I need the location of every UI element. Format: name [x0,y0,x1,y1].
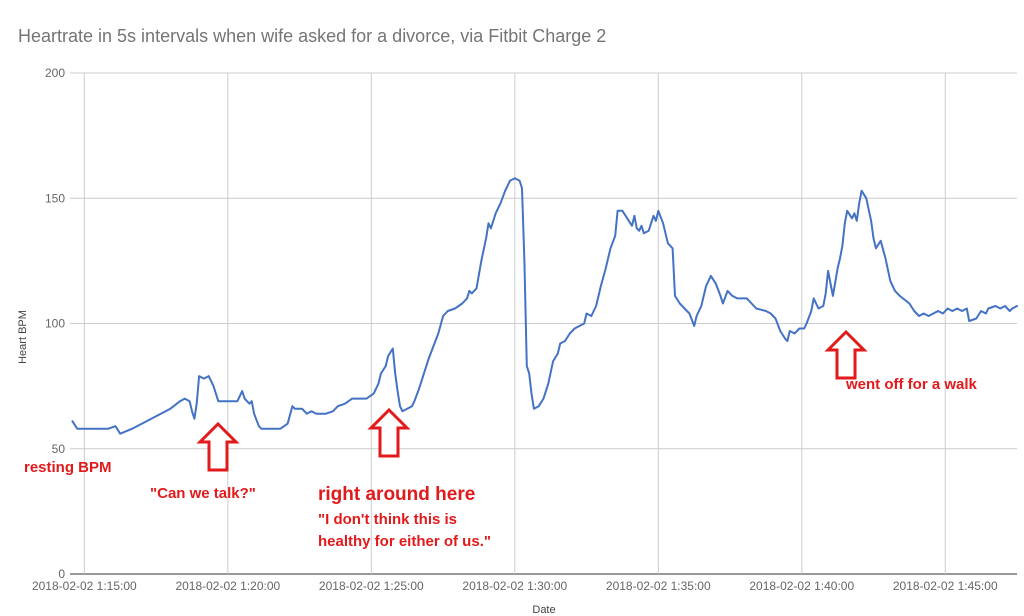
x-axis-label: Date [532,604,555,616]
annotations: resting BPM "Can we talk?" right around he… [24,376,978,550]
x-tick-label: 2018-02-02 1:35:00 [606,579,711,593]
axis-ticks: 0 50 100 150 200 2018-02-02 1:15:00 2018-02-02… [32,66,998,593]
annotation-text: went off for a walk [845,376,978,393]
x-tick-label: 2018-02-02 1:30:00 [462,579,567,593]
annotation-arrow [196,421,240,472]
y-tick-label: 100 [45,317,65,331]
x-tick-label: 2018-02-02 1:25:00 [319,579,424,593]
annotation-text: healthy for either of us." [318,533,491,550]
annotation-text: "I don't think this is [318,511,457,528]
y-axis-label: Heart BPM [17,310,29,364]
y-tick-label: 50 [52,442,66,456]
chart-title: Heartrate in 5s intervals when wife aske… [18,26,606,46]
x-tick-label: 2018-02-02 1:20:00 [175,579,280,593]
annotation-arrows [196,329,868,472]
y-tick-label: 0 [58,567,65,581]
series-line [71,177,1018,435]
x-tick-label: 2018-02-02 1:45:00 [893,579,998,593]
annotation-text: "Can we talk?" [150,485,256,502]
annotation-arrow [824,329,868,380]
y-tick-label: 150 [45,191,65,205]
x-tick-label: 2018-02-02 1:15:00 [32,579,137,593]
annotation-text: resting BPM [24,459,112,476]
annotation-text: right around here [318,484,475,505]
x-tick-label: 2018-02-02 1:40:00 [749,579,854,593]
y-tick-label: 200 [45,66,65,80]
annotation-arrow [367,407,411,458]
